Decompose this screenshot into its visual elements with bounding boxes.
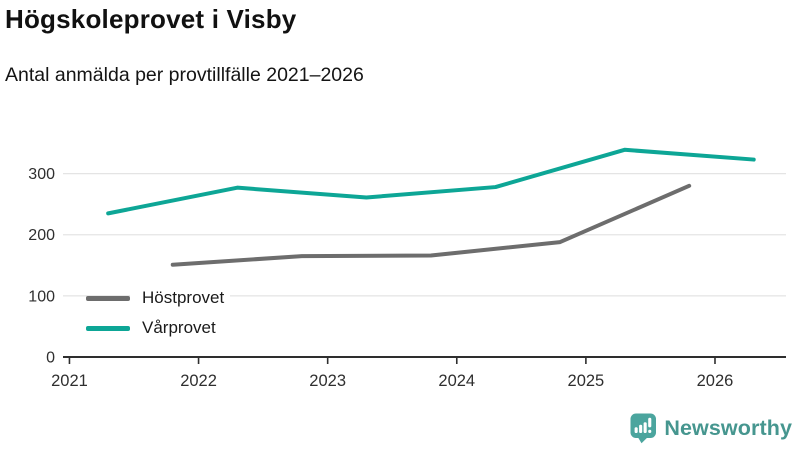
legend-label-varprovet: Vårprovet (130, 318, 222, 338)
x-tick-label-2023: 2023 (309, 372, 346, 390)
y-tick-label-100: 100 (28, 288, 55, 305)
legend-label-hostprovet: Höstprovet (130, 288, 231, 308)
bar-chart-speech-bubble-icon (630, 413, 657, 444)
x-tick-label-2025: 2025 (568, 372, 605, 390)
x-tick-label-2022: 2022 (180, 372, 217, 390)
newsworthy-wordmark: Newsworthy (664, 416, 792, 440)
series-line-Höstprovet (170, 183, 692, 267)
legend-item-varprovet: Vårprovet (86, 318, 230, 338)
page-subtitle: Antal anmälda per provtillfälle 2021–202… (5, 64, 364, 86)
x-tick-label-2021: 2021 (51, 372, 88, 390)
newsworthy-logo: Newsworthy (630, 413, 792, 444)
x-tick-label-2026: 2026 (697, 372, 734, 390)
legend-item-hostprovet: Höstprovet (86, 288, 231, 308)
y-tick-label-0: 0 (46, 350, 55, 367)
series-line-Vårprovet (106, 147, 756, 216)
page-title: Högskoleprovet i Visby (5, 4, 297, 34)
y-tick-label-200: 200 (28, 227, 55, 244)
legend-swatch-hostprovet (86, 295, 130, 301)
legend: Höstprovet Vårprovet (86, 288, 231, 338)
legend-swatch-varprovet (86, 325, 130, 331)
x-tick-label-2024: 2024 (438, 372, 475, 390)
y-tick-label-300: 300 (28, 166, 55, 183)
